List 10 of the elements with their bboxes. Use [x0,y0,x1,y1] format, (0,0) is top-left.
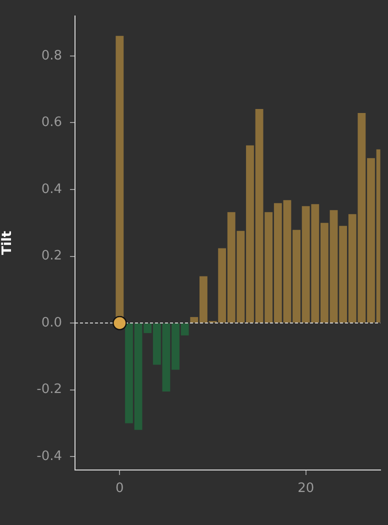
y-tick-label: 0.6 [41,115,62,130]
y-tick-label: 0.0 [41,315,62,330]
y-tick-label: -0.4 [36,449,62,464]
y-tick-label: 0.4 [41,182,62,197]
y-tick-label: 0.8 [41,48,62,64]
x-tick-label: 0 [116,481,124,496]
y-axis-title: Tilt [0,230,16,255]
y-tick-label: -0.2 [36,382,62,398]
y-tick-label: 0.2 [41,248,62,264]
x-tick-label: 20 [298,481,314,496]
